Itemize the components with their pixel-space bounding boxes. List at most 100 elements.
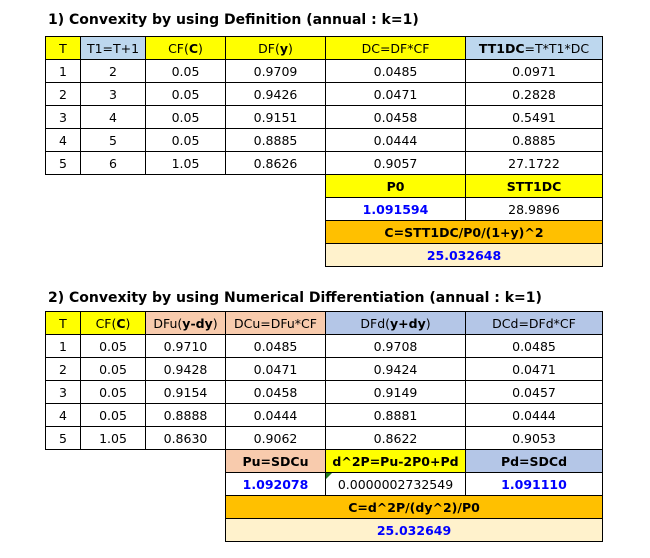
cell[interactable]: 0.9710	[145, 334, 226, 358]
cell[interactable]: 0.9057	[325, 151, 466, 175]
section2-title: 2) Convexity by using Numerical Differen…	[48, 290, 542, 306]
cell[interactable]: 0.0458	[325, 105, 466, 129]
header-dcu[interactable]: DCu=DFu*CF	[225, 311, 326, 335]
cell[interactable]: 2	[80, 59, 146, 83]
cell[interactable]: 0.8626	[225, 151, 326, 175]
p0-value[interactable]: 1.091594	[325, 197, 466, 221]
table-row: 4 5 0.05 0.8885 0.0444 0.8885	[45, 128, 603, 152]
cell[interactable]: 0.9428	[145, 357, 226, 381]
table-row: 2 0.05 0.9428 0.0471 0.9424 0.0471	[45, 357, 603, 381]
pd-label[interactable]: Pd=SDCd	[465, 449, 603, 473]
convexity-value[interactable]: 25.032649	[225, 518, 603, 542]
convexity-value[interactable]: 25.032648	[325, 243, 603, 267]
cell[interactable]: 27.1722	[465, 151, 603, 175]
cell[interactable]: 0.8888	[145, 403, 226, 427]
cell[interactable]: 0.05	[80, 357, 146, 381]
empty-cell	[46, 198, 326, 221]
cell[interactable]: 0.9708	[325, 334, 466, 358]
cell[interactable]: 0.2828	[465, 82, 603, 106]
cell[interactable]: 4	[80, 105, 146, 129]
cell[interactable]: 1.05	[80, 426, 146, 450]
cell[interactable]: 5	[45, 426, 81, 450]
cell[interactable]: 0.05	[145, 128, 226, 152]
d2p-label[interactable]: d^2P=Pu-2P0+Pd	[325, 449, 466, 473]
cell[interactable]: 4	[45, 403, 81, 427]
cell[interactable]: 1.05	[145, 151, 226, 175]
cell[interactable]: 0.8630	[145, 426, 226, 450]
cell[interactable]: 0.0457	[465, 380, 603, 404]
cell[interactable]: 0.0471	[225, 357, 326, 381]
header-t[interactable]: T	[45, 311, 81, 335]
summary-value-row: 1.092078 0.0000002732549 1.091110	[46, 472, 603, 496]
header-df[interactable]: DF(y)	[225, 36, 326, 60]
convexity-formula-label[interactable]: C=STT1DC/P0/(1+y)^2	[325, 220, 603, 244]
header-dfu[interactable]: DFu(y-dy)	[145, 311, 226, 335]
table-row: 4 0.05 0.8888 0.0444 0.8881 0.0444	[45, 403, 603, 427]
cell[interactable]: 0.0444	[465, 403, 603, 427]
stt1dc-value[interactable]: 28.9896	[465, 197, 603, 221]
cell[interactable]: 0.9151	[225, 105, 326, 129]
header-t[interactable]: T	[45, 36, 81, 60]
cell[interactable]: 0.05	[80, 334, 146, 358]
cell[interactable]: 0.0444	[325, 128, 466, 152]
stt1dc-label[interactable]: STT1DC	[465, 174, 603, 198]
cell[interactable]: 0.05	[145, 59, 226, 83]
cell[interactable]: 0.9062	[225, 426, 326, 450]
cell[interactable]: 0.8622	[325, 426, 466, 450]
cell[interactable]: 0.8881	[325, 403, 466, 427]
convexity-formula-label[interactable]: C=d^2P/(dy^2)/P0	[225, 495, 603, 519]
header-row: T T1=T+1 CF(C) DF(y) DC=DF*CF TT1DC=T*T1…	[45, 36, 603, 60]
cell[interactable]: 5	[80, 128, 146, 152]
cell[interactable]: 0.0471	[325, 82, 466, 106]
cell[interactable]: 0.9053	[465, 426, 603, 450]
cell[interactable]: 0.05	[80, 403, 146, 427]
cell[interactable]: 0.0971	[465, 59, 603, 83]
table-row: 1 2 0.05 0.9709 0.0485 0.0971	[45, 59, 603, 83]
cell[interactable]: 2	[45, 357, 81, 381]
cell[interactable]: 0.0485	[465, 334, 603, 358]
cell[interactable]: 0.8885	[225, 128, 326, 152]
header-t1[interactable]: T1=T+1	[80, 36, 146, 60]
pu-label[interactable]: Pu=SDCu	[225, 449, 326, 473]
cell[interactable]: 0.9426	[225, 82, 326, 106]
cell[interactable]: 6	[80, 151, 146, 175]
cell[interactable]: 4	[45, 128, 81, 152]
table-row: 5 1.05 0.8630 0.9062 0.8622 0.9053	[45, 426, 603, 450]
d2p-value[interactable]: 0.0000002732549	[325, 472, 466, 496]
cell[interactable]: 1	[45, 59, 81, 83]
cell[interactable]: 0.5491	[465, 105, 603, 129]
pd-value[interactable]: 1.091110	[465, 472, 603, 496]
header-cf[interactable]: CF(C)	[145, 36, 226, 60]
cell[interactable]: 0.0471	[465, 357, 603, 381]
cell[interactable]: 0.05	[145, 105, 226, 129]
cell[interactable]: 3	[45, 105, 81, 129]
cell[interactable]: 0.9709	[225, 59, 326, 83]
header-dfd[interactable]: DFd(y+dy)	[325, 311, 466, 335]
cell[interactable]: 0.0444	[225, 403, 326, 427]
cell[interactable]: 0.0485	[225, 334, 326, 358]
cell[interactable]: 0.0485	[325, 59, 466, 83]
cell[interactable]: 0.05	[80, 380, 146, 404]
cell[interactable]: 3	[45, 380, 81, 404]
cell[interactable]: 1	[45, 334, 81, 358]
cell[interactable]: 2	[45, 82, 81, 106]
empty-cell	[46, 519, 226, 542]
section1-title: 1) Convexity by using Definition (annual…	[48, 12, 419, 28]
header-dc[interactable]: DC=DF*CF	[325, 36, 466, 60]
cell[interactable]: 5	[45, 151, 81, 175]
cell[interactable]: 0.9149	[325, 380, 466, 404]
cell[interactable]: 0.8885	[465, 128, 603, 152]
empty-cell	[46, 175, 326, 198]
numerical-table: T CF(C) DFu(y-dy) DCu=DFu*CF DFd(y+dy) D…	[45, 311, 603, 542]
cell[interactable]: 0.9154	[145, 380, 226, 404]
header-tt1dc[interactable]: TT1DC=T*T1*DC	[465, 36, 603, 60]
cell[interactable]: 0.05	[145, 82, 226, 106]
cell[interactable]: 3	[80, 82, 146, 106]
formula-row: C=d^2P/(dy^2)/P0	[46, 495, 603, 519]
pu-value[interactable]: 1.092078	[225, 472, 326, 496]
cell[interactable]: 0.9424	[325, 357, 466, 381]
p0-label[interactable]: P0	[325, 174, 466, 198]
cell[interactable]: 0.0458	[225, 380, 326, 404]
header-cf[interactable]: CF(C)	[80, 311, 146, 335]
header-dcd[interactable]: DCd=DFd*CF	[465, 311, 603, 335]
